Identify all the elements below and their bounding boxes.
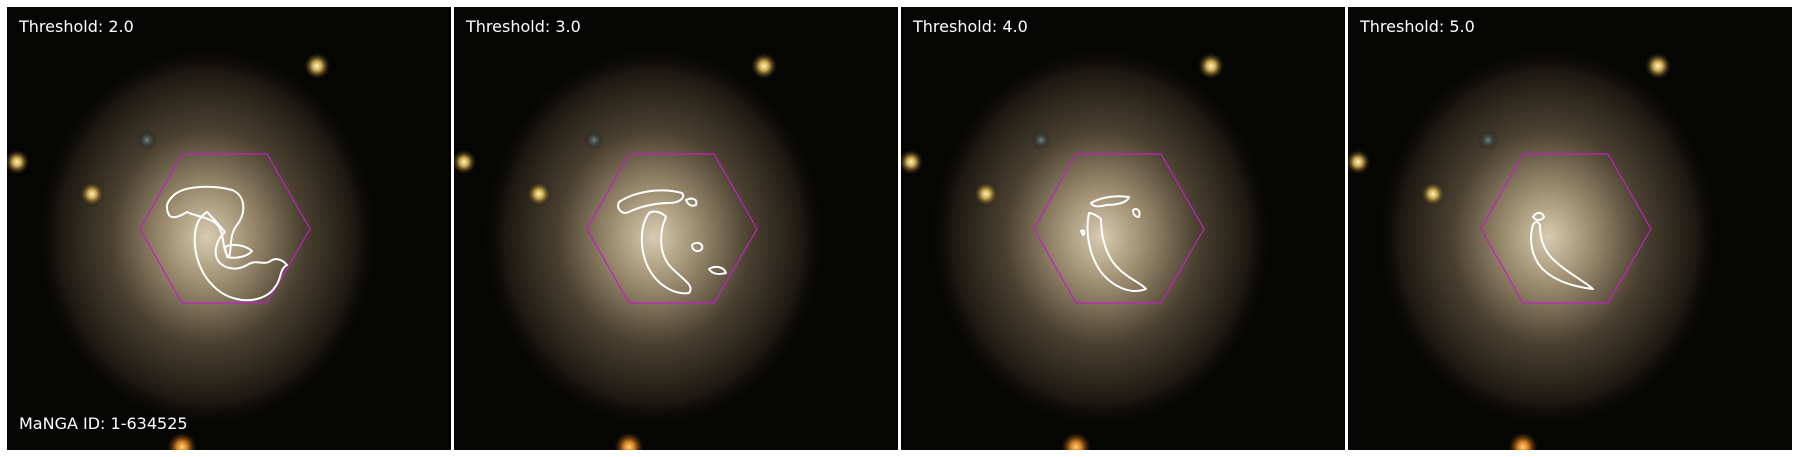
star — [1060, 431, 1092, 450]
galaxy — [479, 42, 829, 432]
galaxy-image — [454, 7, 898, 450]
star — [1478, 130, 1498, 150]
threshold-label: Threshold: 5.0 — [1360, 17, 1475, 36]
galaxy — [1373, 42, 1723, 432]
galaxy — [32, 42, 382, 432]
star — [613, 431, 645, 450]
star — [1644, 52, 1672, 80]
galaxy — [926, 42, 1276, 432]
star — [137, 130, 157, 150]
contours — [1530, 211, 1594, 290]
threshold-label: Threshold: 4.0 — [913, 17, 1028, 36]
star — [584, 130, 604, 150]
star — [1348, 149, 1371, 175]
star — [166, 431, 198, 450]
star — [1507, 431, 1539, 450]
galaxy-image — [901, 7, 1345, 450]
ifu-hexagon — [139, 153, 311, 304]
threshold-label: Threshold: 2.0 — [19, 17, 134, 36]
image-panel-threshold-2: Threshold: 2.0 MaNGA ID: 1-634525 — [7, 7, 451, 450]
contours — [617, 189, 727, 295]
galaxy-image — [1348, 7, 1792, 450]
image-panel-threshold-3: Threshold: 3.0 — [454, 7, 898, 450]
contours — [1080, 195, 1147, 292]
star — [750, 52, 778, 80]
galaxy-image — [7, 7, 451, 450]
ifu-hexagon — [586, 153, 758, 304]
star — [7, 149, 30, 175]
star — [303, 52, 331, 80]
star — [79, 181, 105, 207]
contours — [165, 185, 288, 302]
ifu-hexagon — [1480, 153, 1652, 304]
star — [1197, 52, 1225, 80]
star — [973, 181, 999, 207]
star — [526, 181, 552, 207]
ifu-hexagon — [1033, 153, 1205, 304]
image-panel-threshold-4: Threshold: 4.0 — [901, 7, 1345, 450]
manga-id-label: MaNGA ID: 1-634525 — [19, 414, 188, 433]
star — [1420, 181, 1446, 207]
star — [454, 149, 477, 175]
star — [1031, 130, 1051, 150]
image-panel-threshold-5: Threshold: 5.0 — [1348, 7, 1792, 450]
threshold-label: Threshold: 3.0 — [466, 17, 581, 36]
star — [901, 149, 924, 175]
